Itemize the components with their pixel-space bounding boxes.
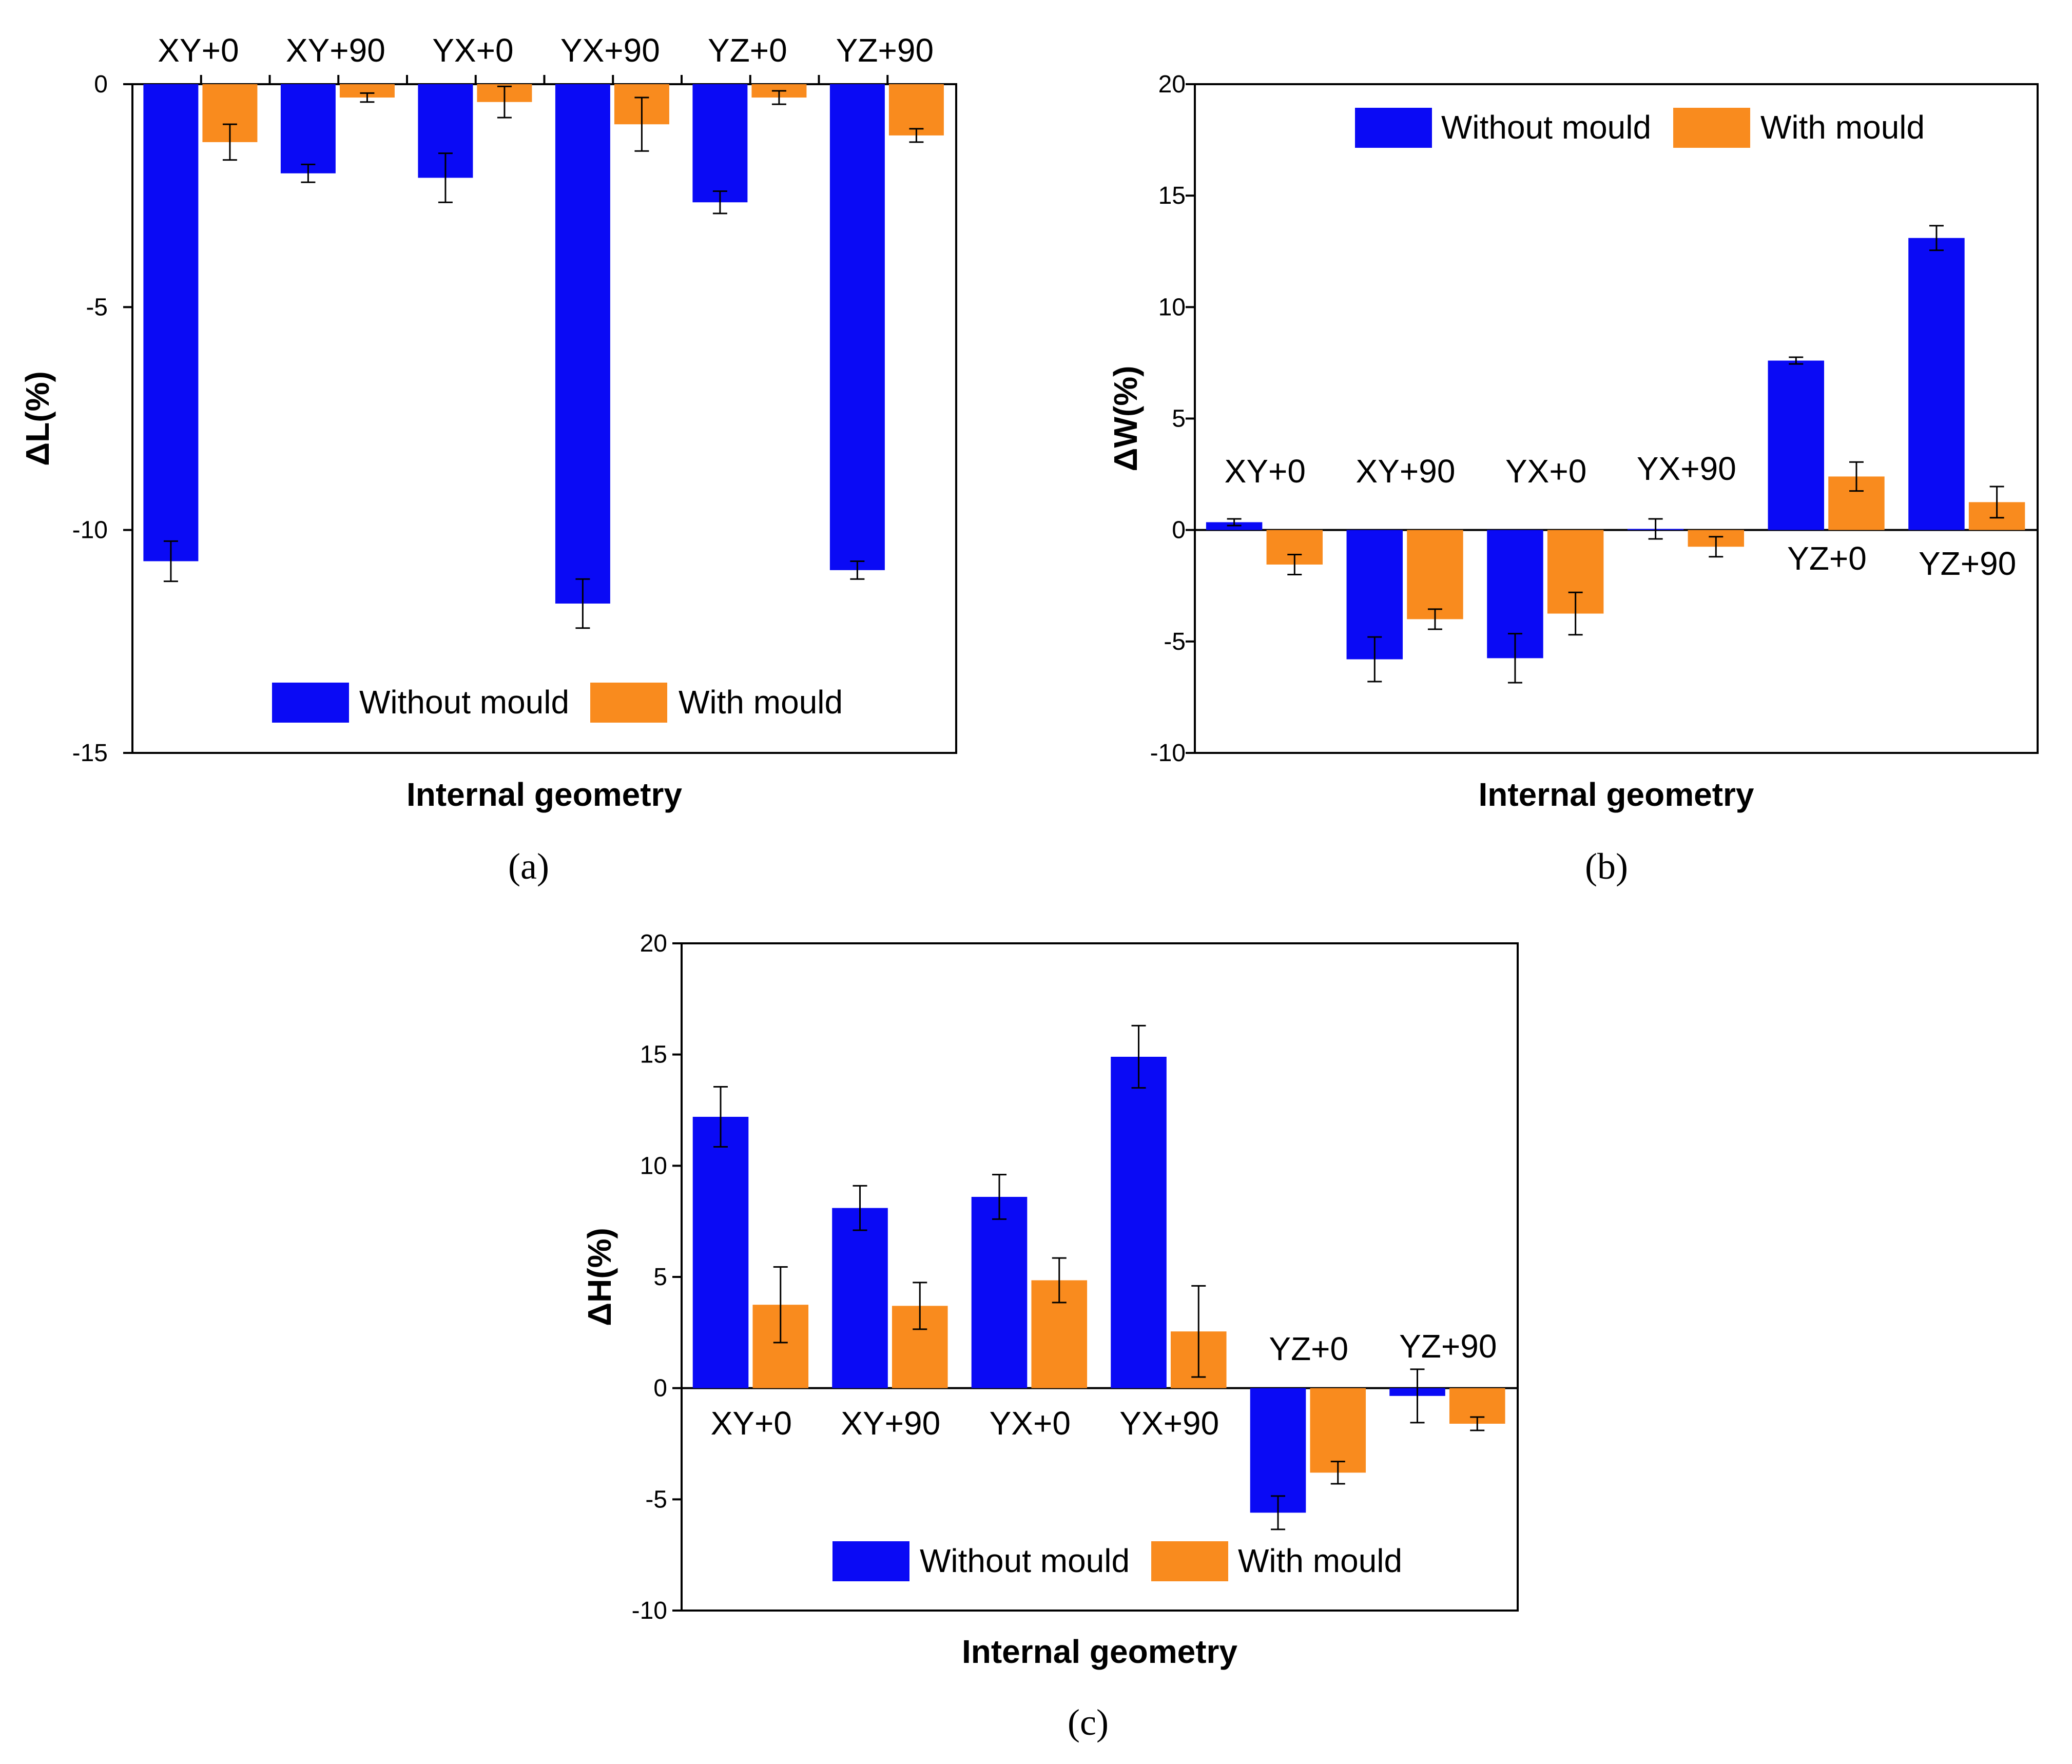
category-label: XY+0	[1225, 453, 1306, 490]
x-axis-title: Internal geometry	[1478, 776, 1754, 813]
chart-panel-2: 20 15 10 5 0 -5 -10 XY+0 XY+90 YX+0 YX+90 YZ+0 YZ+90…	[1107, 71, 2039, 887]
bar-with-mould-yz-plus-90	[888, 84, 944, 135]
y-tick-label: 5	[1172, 405, 1186, 433]
y-tick-label: 0	[94, 71, 108, 98]
legend-label-without-mould: Without mould	[359, 684, 569, 721]
category-label: YX+90	[560, 32, 660, 69]
bar-without-mould-yz-plus-90	[1908, 238, 1965, 530]
y-tick-label: 20	[640, 930, 667, 957]
y-tick-label: 20	[1158, 71, 1186, 98]
legend-swatch-without-mould	[832, 1541, 909, 1581]
category-label: YX+90	[1119, 1405, 1219, 1442]
legend-label-with-mould: With mould	[1760, 109, 1925, 146]
legend-label-without-mould: Without mould	[920, 1542, 1130, 1579]
legend-swatch-with-mould	[590, 683, 667, 723]
y-tick-label: -15	[72, 740, 108, 767]
category-label: YX+0	[1505, 453, 1586, 490]
category-label: XY+0	[158, 32, 239, 69]
legend-swatch-with-mould	[1151, 1541, 1228, 1581]
chart-panel-1: 0 -5 -10 -15 XY+0 XY+90 YX+0 YX+90 YZ+0 YZ+90 With…	[19, 32, 957, 887]
category-label: YZ+0	[1269, 1330, 1348, 1367]
bar-without-mould-xy-plus-0	[692, 1117, 749, 1388]
plot-frame	[681, 942, 1519, 1612]
y-axis-title: ΔL(%)	[19, 371, 56, 466]
category-label: XY+90	[286, 32, 385, 69]
bar-without-mould-yx-plus-90	[1111, 1057, 1167, 1388]
bar-without-mould-yz-plus-0	[1250, 1388, 1306, 1513]
panel-label: (b)	[1585, 846, 1628, 887]
y-tick-label: -10	[1150, 740, 1186, 767]
category-label: YX+0	[990, 1405, 1071, 1442]
legend-label-without-mould: Without mould	[1441, 109, 1651, 146]
y-tick-label: -5	[86, 294, 108, 321]
bar-without-mould-yz-plus-0	[692, 84, 748, 203]
bar-with-mould-xy-plus-90	[1407, 530, 1463, 619]
category-label: XY+90	[1356, 453, 1456, 490]
legend-label-with-mould: With mould	[679, 684, 843, 721]
bar-without-mould-yx-plus-0	[971, 1197, 1028, 1388]
bar-with-mould-yz-plus-0	[1310, 1388, 1366, 1473]
legend-label-with-mould: With mould	[1238, 1542, 1402, 1579]
y-tick-label: 15	[640, 1041, 667, 1069]
category-label: YX+90	[1637, 450, 1736, 487]
y-tick-label: 0	[1172, 517, 1186, 544]
y-tick-label: 10	[1158, 294, 1186, 321]
y-tick-label: -10	[632, 1597, 667, 1624]
legend-swatch-with-mould	[1673, 108, 1750, 148]
bar-without-mould-yx-plus-90	[555, 84, 610, 604]
chart-panel-3: 20 15 10 5 0 -5 -10 XY+0 XY+90 YX+0 YX+90 YZ+0 YZ+90…	[581, 930, 1519, 1743]
y-tick-label: 5	[653, 1264, 667, 1291]
category-label: YZ+90	[1919, 545, 2016, 582]
y-axis-title: ΔH(%)	[581, 1228, 618, 1326]
bar-without-mould-xy-plus-0	[143, 84, 199, 561]
panel-label: (a)	[508, 846, 549, 887]
category-label: XY+90	[841, 1405, 940, 1442]
legend-swatch-without-mould	[1355, 108, 1432, 148]
category-label: YZ+0	[1787, 540, 1867, 577]
bar-without-mould-yz-plus-0	[1768, 360, 1825, 530]
y-tick-label: -10	[72, 517, 108, 544]
bar-without-mould-xy-plus-90	[280, 84, 336, 173]
y-axis-title: ΔW(%)	[1107, 366, 1144, 472]
y-tick-label: 15	[1158, 182, 1186, 209]
y-tick-label: 0	[653, 1375, 667, 1402]
category-label: YZ+90	[836, 32, 934, 69]
category-label: XY+0	[711, 1405, 792, 1442]
category-label: YZ+90	[1399, 1328, 1497, 1365]
panel-label: (c)	[1068, 1702, 1109, 1743]
y-tick-label: -5	[645, 1486, 667, 1513]
x-axis-title: Internal geometry	[962, 1633, 1237, 1670]
bar-without-mould-yz-plus-90	[829, 84, 885, 570]
category-label: YZ+0	[708, 32, 787, 69]
category-label: YX+0	[432, 32, 513, 69]
bar-without-mould-xy-plus-90	[832, 1208, 888, 1388]
x-axis-title: Internal geometry	[406, 776, 682, 813]
legend-swatch-without-mould	[272, 683, 349, 723]
y-tick-label: 10	[640, 1152, 667, 1179]
y-tick-label: -5	[1164, 628, 1186, 655]
